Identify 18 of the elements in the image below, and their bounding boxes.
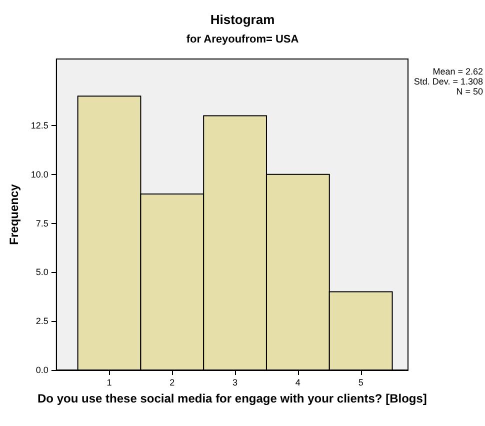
y-tick-label: 0.0: [36, 365, 48, 375]
y-tick-label: 5.0: [36, 267, 48, 278]
text: N = 50: [456, 86, 484, 96]
x-tick-label: 1: [106, 378, 112, 388]
x-tick-label: 2: [170, 378, 175, 388]
y-tick-label: 2.5: [36, 316, 48, 326]
x-tick-label: 5: [358, 378, 364, 388]
text: Mean = 2.62: [432, 66, 484, 76]
chart-title: Histogram: [210, 12, 275, 27]
chart-subtitle: for Areyoufrom= USA: [186, 34, 299, 46]
x-tick-label: 3: [232, 378, 238, 388]
text: Std. Dev. = 1.308: [414, 76, 484, 86]
y-tick-label: 7.5: [36, 218, 48, 228]
y-tick-label: 10.0: [30, 169, 48, 180]
x-tick-label: 4: [295, 378, 300, 388]
x-axis-title: Do you use these social media for engage with your clients? [Blogs]: [37, 391, 427, 406]
y-axis-title: Frequency: [7, 184, 21, 245]
y-tick-label: 12.5: [30, 120, 48, 131]
